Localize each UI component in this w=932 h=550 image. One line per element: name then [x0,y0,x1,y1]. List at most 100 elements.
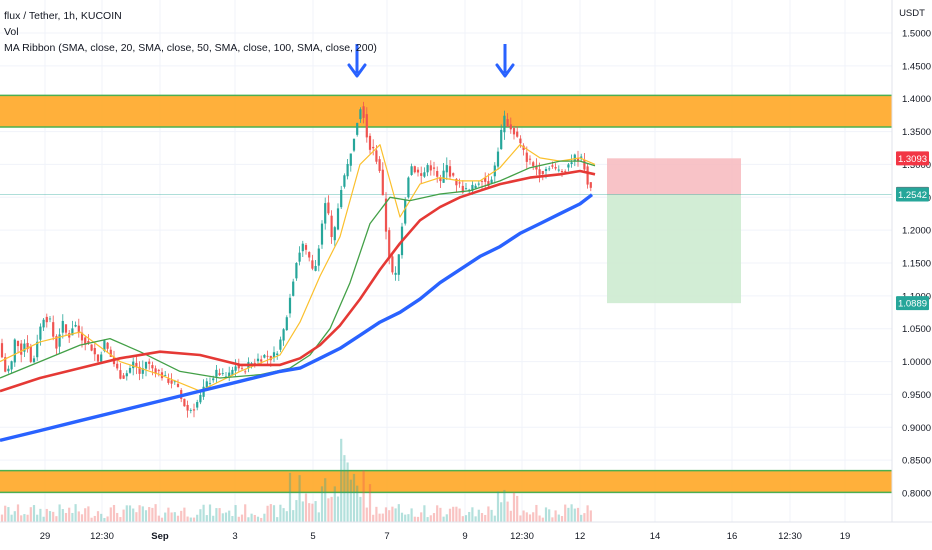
volume-bar [205,515,208,522]
candle-body [192,409,196,411]
volume-bar [292,510,295,522]
candle-body [269,355,272,361]
volume-bar [477,509,480,522]
symbol-title[interactable]: flux / Tether, 1h, KUCOIN [4,10,122,22]
candle-body [45,316,48,323]
candle-body [519,138,522,144]
candle-body [304,245,308,250]
volume-bar [103,517,106,522]
candle-body [138,366,141,374]
candle-body [100,354,103,362]
candle-body [276,353,279,355]
candle-body [301,243,304,252]
candle-body [384,198,388,232]
volume-bar [317,512,320,522]
volume-bar [580,514,583,522]
price-tick-label: 1.0500 [902,324,931,335]
volume-bar [77,511,80,522]
candle-body [4,357,7,372]
volume-bar [420,512,423,522]
price-tick-label: 0.9000 [902,423,931,434]
down-arrow-icon [495,63,515,78]
volume-bar [93,515,96,522]
volume-bar [519,515,522,522]
candle-body [266,355,269,357]
time-tick-label: 9 [462,531,467,542]
volume-bar [490,509,493,522]
volume-bar [45,508,48,522]
volume-bar [429,515,432,522]
candle-body [548,168,551,170]
candle-body [586,166,589,185]
volume-bar [135,512,138,522]
volume-bar [359,496,362,522]
volume-bar [13,511,16,522]
volume-bar [55,516,58,522]
zones [0,94,892,494]
time-axis[interactable]: 29 12:30 Sep 3 5 7 9 12:30 12 14 16 12:30 19 [0,521,932,542]
volume-bar [138,505,141,522]
ma-ribbon-label[interactable]: MA Ribbon (SMA, close, 20, SMA, close, 5… [4,42,377,54]
candle-body [212,378,215,381]
candle-body [285,317,288,331]
volume-bar [356,485,359,522]
candle-body [221,373,224,374]
candle-body [196,402,199,408]
volume-bar [154,504,157,522]
volume-bar [167,507,170,522]
candle-body [0,343,4,358]
volume-bar [96,511,100,522]
candle-body [324,203,327,224]
time-tick-label: 19 [840,531,851,542]
volume-bar [199,509,202,522]
candle-body [413,166,416,173]
volume-bar [4,505,7,522]
candle-body [144,362,148,369]
candle-body [173,381,176,383]
candle-body [10,361,13,370]
volume-bar [253,514,256,522]
candle-body [330,215,333,238]
candle-body [164,375,167,376]
candle-body [314,265,317,271]
candle-body [308,252,311,258]
candle-body [538,169,541,175]
candle-body [244,371,247,373]
candle-body [474,185,477,189]
volume-bar [554,510,557,522]
candle-body [288,297,292,314]
candle-body [234,366,237,371]
volume-bar [375,506,378,522]
volume-bar [112,504,116,522]
short-position-tool[interactable] [0,158,892,304]
volume-bar [324,478,327,522]
candle-body [61,320,64,333]
volume-bar [116,512,119,522]
volume-bar [132,508,135,522]
price-tick-label: 0.9500 [902,390,931,401]
candle-body [436,171,439,177]
volume-bar [298,475,301,522]
candle-body [452,173,455,176]
time-tick-label: 12:30 [90,531,114,542]
price-axis[interactable]: USDT1.50001.45001.40001.35001.30001.2500… [891,0,932,550]
volume-bar [368,484,372,522]
price-tick-label: 0.8000 [902,489,931,500]
candle-body [42,319,45,328]
volume-bar [413,516,416,522]
volume-bar [23,514,26,522]
candle-body [93,347,96,355]
price-tick-label: 1.2000 [902,226,931,237]
volume-bar [404,514,407,522]
candle-body [455,178,458,186]
volume-bar [176,515,180,522]
candle-body [282,329,285,341]
volume-bar [272,505,276,522]
candle-body [573,154,576,161]
volume-bar [391,506,394,522]
volume-bar [228,510,231,522]
volume-label[interactable]: Vol [4,26,19,38]
volume-bar [480,513,484,522]
volume-bar [496,491,500,522]
